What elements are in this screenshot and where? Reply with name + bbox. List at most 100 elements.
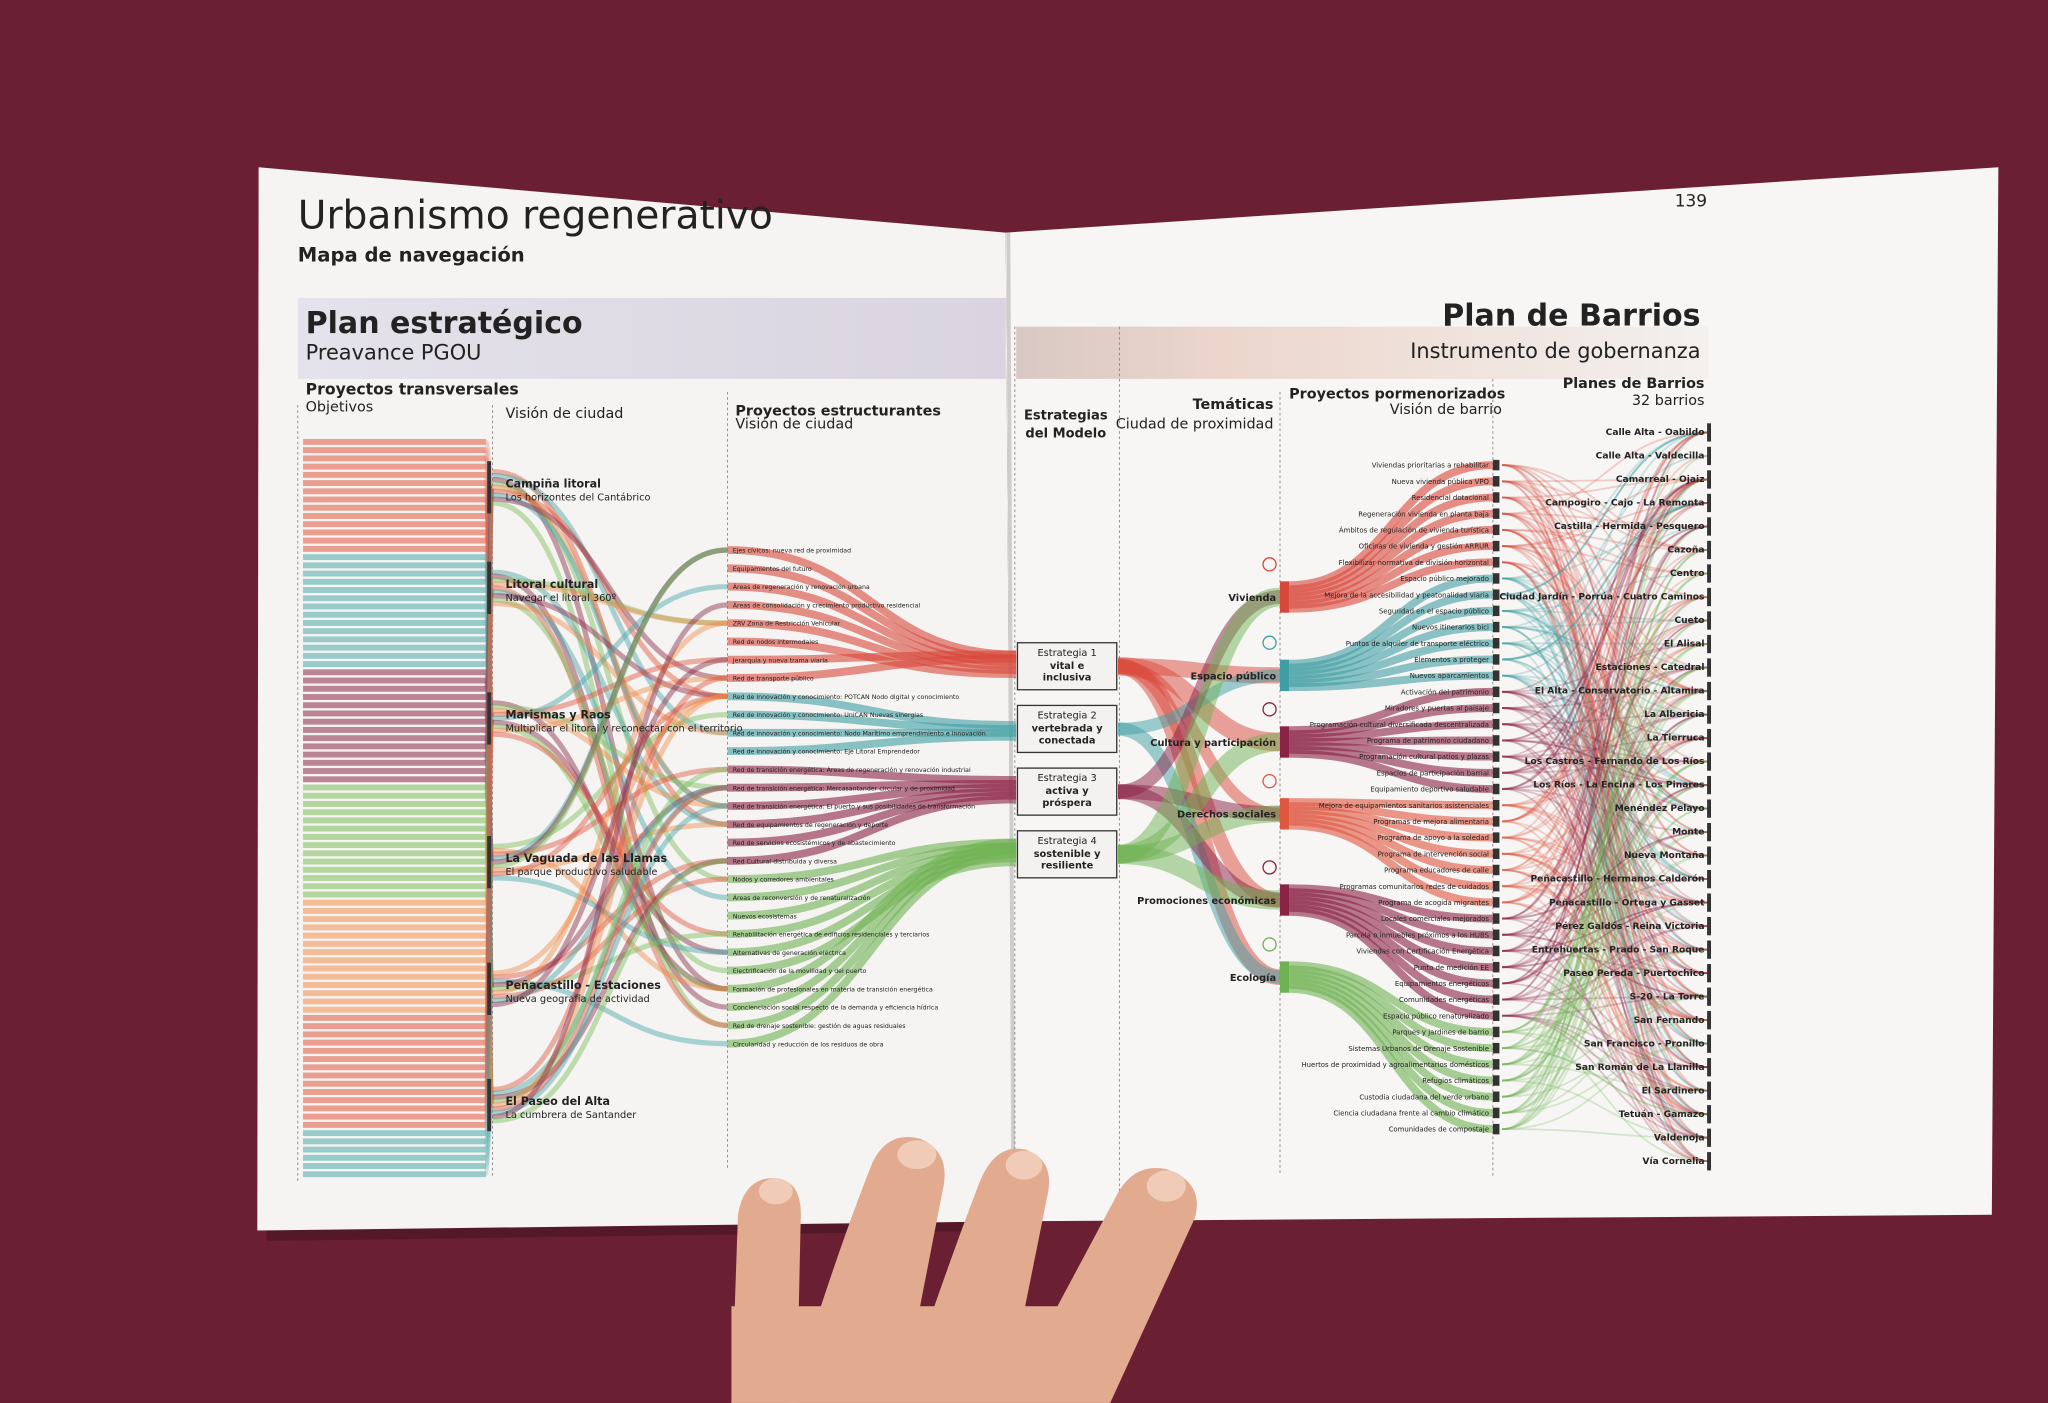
- flow: [1502, 496, 1709, 1069]
- flow: [1502, 760, 1709, 1131]
- flow: [492, 876, 728, 1000]
- flow: [492, 875, 728, 955]
- flow: [1502, 690, 1709, 1033]
- node-bar: [1707, 517, 1712, 536]
- flow: [1502, 593, 1709, 951]
- objective-row: [303, 866, 486, 873]
- project-label: Sistemas Urbanos de Drenaje Sostenible: [1348, 1045, 1489, 1053]
- flow: [1502, 619, 1709, 774]
- flow: [1502, 690, 1709, 904]
- strategy-name: conectada: [1039, 735, 1096, 746]
- objective-row: [303, 438, 486, 445]
- objective-row: [303, 578, 486, 585]
- objective-row: [303, 587, 486, 593]
- theme-label: Vivienda: [1228, 593, 1276, 604]
- node-bar: [1492, 459, 1500, 471]
- flow: [727, 838, 1017, 993]
- node-bar: [1707, 799, 1712, 818]
- flow: [1502, 561, 1709, 1092]
- objective-row: [303, 1006, 486, 1013]
- flow: [1502, 464, 1709, 998]
- flow: [492, 547, 728, 861]
- flow: [1502, 878, 1709, 888]
- node-bar: [1492, 476, 1500, 487]
- flow: [483, 530, 495, 991]
- barrio-label: Los Castros - Fernando de Los Ríos: [1525, 757, 1705, 767]
- flow: [1502, 836, 1709, 951]
- flow: [1502, 478, 1709, 790]
- flow: [1502, 577, 1709, 1069]
- flow: [1502, 831, 1709, 920]
- flow: [1502, 464, 1709, 551]
- flow: [492, 785, 728, 1112]
- flow: [1502, 496, 1709, 975]
- flow: [1502, 723, 1709, 857]
- flow: [1502, 869, 1709, 1092]
- column-heading: del Modelo: [1025, 427, 1106, 442]
- flow: [492, 547, 728, 869]
- flow: [1502, 609, 1709, 622]
- flow: [492, 803, 728, 1116]
- flow: [483, 485, 495, 1152]
- flow: [1502, 690, 1709, 739]
- flow: [492, 480, 728, 882]
- project-label: Huertos de proximidad y agroalimentarios…: [1301, 1061, 1489, 1069]
- flow: [727, 619, 1017, 675]
- strategy-name: activa y: [1046, 786, 1090, 797]
- objective-row: [303, 809, 486, 816]
- flow: [1502, 666, 1709, 742]
- flow: [483, 488, 495, 865]
- project-label: Viviendas con Certificación Energética: [1356, 948, 1489, 956]
- node-bar: [1707, 1034, 1712, 1053]
- node-bar: [1492, 654, 1500, 665]
- flow: [492, 821, 728, 873]
- node-bar: [1492, 621, 1500, 633]
- flow: [1502, 561, 1709, 810]
- flow: [1289, 809, 1493, 858]
- flow: [492, 593, 728, 699]
- objective-row: [303, 471, 486, 478]
- flow: [1502, 525, 1709, 1066]
- flow: [1502, 690, 1709, 1131]
- project-label: Puntos de alquiler de transporte eléctri…: [1346, 640, 1489, 648]
- flow: [1502, 885, 1709, 1163]
- flow: [1502, 925, 1709, 1001]
- flow: [1117, 844, 1281, 910]
- flow: [1502, 755, 1709, 1069]
- node-bar: [1492, 945, 1500, 957]
- flow: [1502, 723, 1709, 763]
- project-label: Residencial dotacional: [1412, 494, 1489, 502]
- barrio-label: El Alisal: [1664, 640, 1705, 650]
- node-bar: [1707, 658, 1712, 677]
- flow: [1502, 561, 1709, 692]
- objective-row: [303, 817, 486, 824]
- objective-row: [303, 1146, 486, 1153]
- objective-row: [303, 447, 486, 454]
- flow: [1289, 704, 1493, 739]
- node-bar: [1492, 913, 1500, 924]
- flow: [1502, 713, 1709, 985]
- objective-row: [303, 513, 486, 519]
- objective-row: [303, 916, 486, 923]
- barrio-label: El Sardinero: [1642, 1086, 1705, 1096]
- flow: [483, 860, 495, 930]
- objective-row: [303, 759, 486, 766]
- flow: [1502, 948, 1709, 1066]
- flow: [1502, 642, 1709, 881]
- flow: [1502, 1079, 1709, 1139]
- flow: [1502, 549, 1709, 952]
- project-label: Espacio público renaturalizado: [1383, 1012, 1489, 1020]
- project-label: Programa educadores de calle: [1384, 867, 1489, 875]
- flow: [483, 716, 495, 855]
- project-label: Parques y jardines de barrio: [1392, 1029, 1489, 1037]
- objective-row: [303, 932, 486, 939]
- barrio-label: San Fernando: [1634, 1016, 1705, 1026]
- flow: [1502, 760, 1709, 1082]
- project-label: ZRV Zona de Restricción Vehicular: [733, 620, 841, 628]
- flow: [1502, 760, 1709, 1098]
- column-subheading: Visión de barrio: [1390, 402, 1502, 418]
- node-desc: Multiplicar el litoral y reconectar con …: [505, 724, 742, 735]
- flow: [1502, 901, 1709, 1116]
- flow: [492, 785, 728, 1004]
